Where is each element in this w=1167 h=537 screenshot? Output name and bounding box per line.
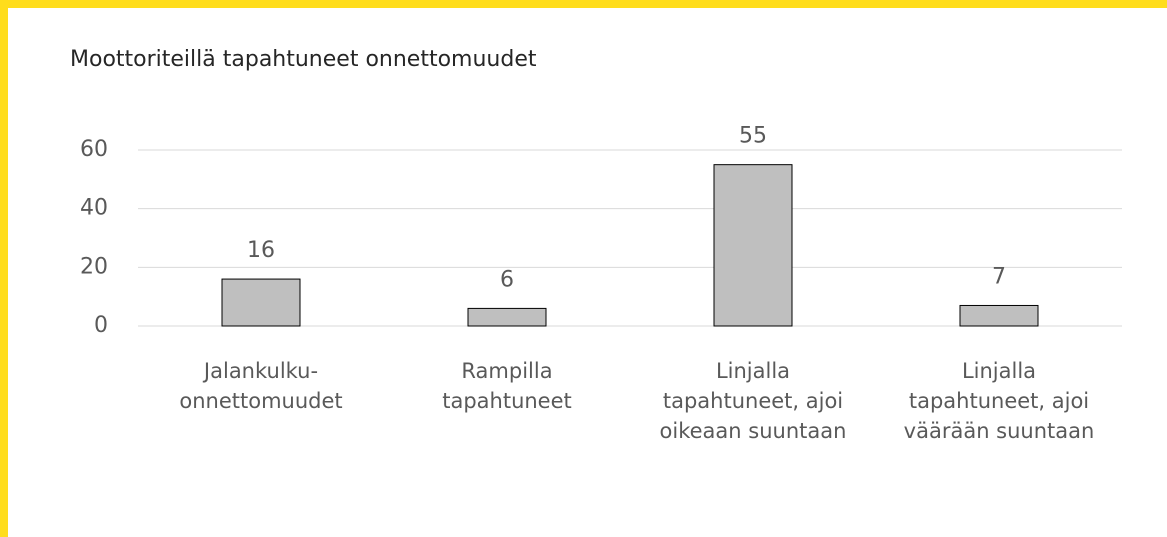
data-label: 55 — [739, 124, 767, 149]
bar — [467, 307, 547, 327]
x-tick-label: Linjalla tapahtuneet, ajoi väärään suunt… — [903, 359, 1095, 443]
data-label: 6 — [500, 267, 514, 292]
yellow-border-top — [0, 0, 1167, 8]
x-tick-label: Linjalla tapahtuneet, ajoi oikeaan suunt… — [659, 359, 847, 443]
y-tick-label: 60 — [80, 137, 108, 162]
bar — [221, 278, 301, 327]
y-tick-label: 40 — [80, 196, 108, 221]
data-label: 16 — [247, 238, 275, 263]
x-tick-label: Jalankulku-onnettomuudet — [179, 359, 343, 413]
y-tick-label: 0 — [94, 313, 108, 338]
y-tick-label: 20 — [80, 254, 108, 279]
bar — [959, 304, 1039, 327]
bar — [713, 164, 793, 327]
chart-title: Moottoriteillä tapahtuneet onnettomuudet — [70, 47, 537, 72]
data-label: 7 — [992, 264, 1006, 289]
yellow-border-left — [0, 0, 8, 537]
x-tick-label: Rampilla tapahtuneet — [442, 359, 572, 413]
